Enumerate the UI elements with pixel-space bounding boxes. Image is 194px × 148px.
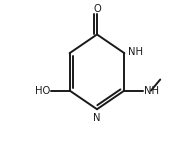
Text: NH: NH <box>128 48 143 57</box>
Text: HO: HO <box>35 86 50 96</box>
Text: O: O <box>93 4 101 14</box>
Text: NH: NH <box>144 86 159 96</box>
Text: N: N <box>93 113 101 123</box>
